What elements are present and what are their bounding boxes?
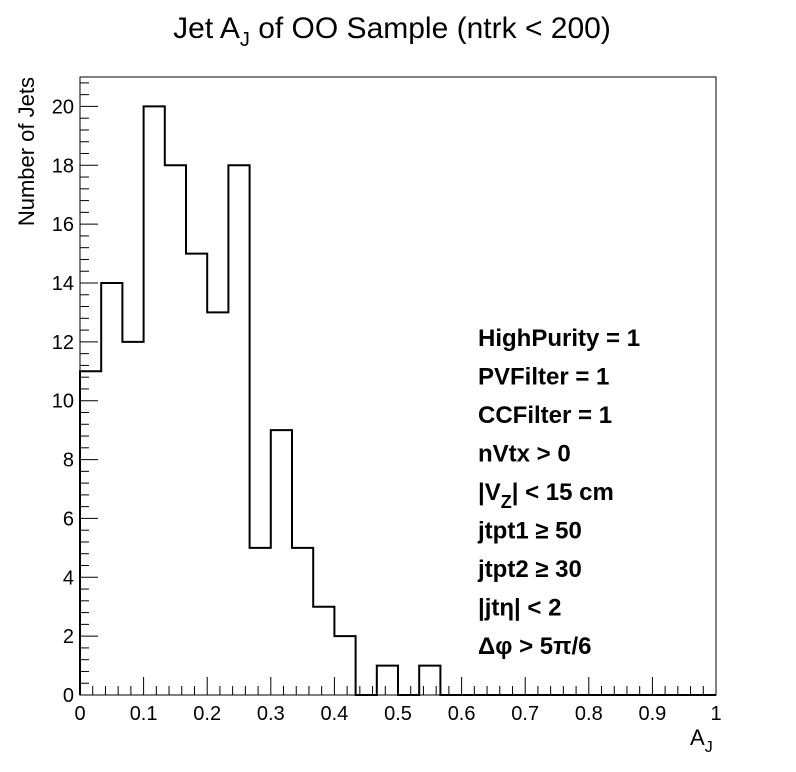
histogram-bin <box>271 430 292 695</box>
histogram-bin <box>292 548 313 695</box>
histogram-bin <box>313 607 334 695</box>
x-axis-label: AJ <box>690 725 713 756</box>
y-axis-tick-labels: 0 2 4 6 8 10 12 14 16 18 20 <box>52 96 74 707</box>
x-tick-label: 0.2 <box>193 703 221 725</box>
x-tick-label: 0.9 <box>638 703 666 725</box>
cut-label-pvfilter: PVFilter = 1 <box>478 364 609 391</box>
y-tick-label: 16 <box>52 214 74 236</box>
histogram-bin <box>377 666 398 695</box>
cut-label-nvtx: nVtx > 0 <box>478 441 571 468</box>
cut-label-jteta: |jtη| < 2 <box>478 595 561 622</box>
y-tick-label: 0 <box>63 685 74 707</box>
histogram-bin <box>165 165 186 695</box>
x-tick-label: 0.6 <box>448 703 476 725</box>
x-axis-tick-labels: 0 0.1 0.2 0.3 0.4 0.5 0.6 0.7 0.8 0.9 1 <box>74 703 721 725</box>
x-tick-label: 0.5 <box>384 703 412 725</box>
histogram-bin <box>186 254 207 695</box>
histogram-outline <box>79 105 716 696</box>
histogram-bins <box>80 106 440 695</box>
y-tick-label: 20 <box>52 96 74 118</box>
y-tick-label: 14 <box>52 273 74 295</box>
histogram-bin <box>144 106 165 695</box>
x-tick-label: 0.8 <box>575 703 603 725</box>
y-axis-ticks <box>80 82 98 696</box>
x-tick-label: 0.1 <box>130 703 158 725</box>
y-axis-label: Number of Jets <box>14 77 39 226</box>
histogram-bin <box>228 165 249 695</box>
cut-label-ccfilter: CCFilter = 1 <box>478 402 612 429</box>
cut-label-jtpt2: jtpt2 ≥ 30 <box>477 556 582 583</box>
x-tick-label: 0 <box>74 703 85 725</box>
histogram-bin <box>122 342 143 695</box>
cut-label-dphi: Δφ > 5π/6 <box>478 633 592 660</box>
chart-title: Jet AJ of OO Sample (ntrk < 200) <box>173 12 611 51</box>
y-tick-label: 10 <box>52 391 74 413</box>
cut-label-vz: |VZ| < 15 cm <box>478 479 614 512</box>
histogram-bin <box>207 312 228 695</box>
y-tick-label: 12 <box>52 332 74 354</box>
histogram-bin <box>419 666 440 695</box>
x-axis-ticks <box>79 677 717 695</box>
histogram-bin <box>80 371 101 695</box>
x-tick-label: 0.7 <box>511 703 539 725</box>
y-tick-label: 6 <box>63 508 74 530</box>
y-tick-label: 18 <box>52 155 74 177</box>
x-tick-label: 1 <box>710 703 721 725</box>
x-tick-label: 0.4 <box>320 703 348 725</box>
histogram-bin <box>334 636 355 695</box>
y-tick-label: 8 <box>63 450 74 472</box>
cut-label-jtpt1: jtpt1 ≥ 50 <box>477 518 582 545</box>
selection-cuts-legend: HighPurity = 1 PVFilter = 1 CCFilter = 1 nV… <box>477 325 640 660</box>
x-tick-label: 0.3 <box>257 703 285 725</box>
cut-label-highpurity: HighPurity = 1 <box>478 325 640 352</box>
histogram-bin <box>101 283 122 695</box>
y-tick-label: 4 <box>63 567 74 589</box>
y-tick-label: 2 <box>63 626 74 648</box>
histogram-bin <box>250 548 271 695</box>
